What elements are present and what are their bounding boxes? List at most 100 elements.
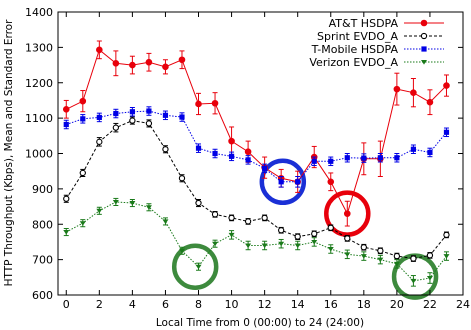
- data-point: [178, 175, 186, 182]
- data-point: [410, 278, 417, 284]
- data-point: [212, 241, 219, 247]
- legend-label: T-Mobile HSDPA: [311, 43, 399, 56]
- data-point: [228, 232, 235, 238]
- data-point: [278, 227, 285, 234]
- data-point: [79, 97, 87, 105]
- data-point: [228, 214, 235, 222]
- data-point: [80, 116, 86, 122]
- data-point: [112, 199, 119, 205]
- x-tick-label: 18: [357, 298, 371, 311]
- annotation-circle: [259, 158, 307, 206]
- y-tick-label: 1100: [25, 112, 53, 125]
- series-line: [66, 49, 447, 215]
- x-tick-label: 6: [162, 298, 169, 311]
- data-point: [344, 155, 350, 161]
- x-tick-label: 10: [225, 298, 239, 311]
- data-point: [311, 158, 317, 164]
- data-point: [443, 231, 450, 239]
- x-tick-label: 0: [63, 298, 70, 311]
- data-point: [377, 247, 384, 254]
- data-point: [361, 155, 367, 161]
- y-tick-label: 1400: [25, 6, 53, 19]
- data-point: [79, 221, 86, 226]
- y-tick-label: 900: [32, 183, 53, 196]
- plot-frame: [57, 11, 464, 296]
- data-point: [443, 129, 450, 135]
- data-point: [327, 247, 334, 252]
- data-point: [410, 146, 417, 152]
- data-point: [327, 224, 334, 231]
- data-point: [426, 98, 434, 106]
- data-point: [311, 230, 318, 237]
- data-point: [294, 233, 301, 240]
- data-point: [129, 109, 135, 115]
- data-point: [261, 214, 268, 222]
- data-point: [96, 46, 103, 54]
- legend-label: Verizon EVDO_A: [309, 56, 398, 69]
- data-point: [328, 158, 334, 164]
- data-point: [62, 105, 70, 113]
- legend-label: Sprint EVDO_A: [317, 30, 398, 43]
- data-point: [244, 148, 252, 156]
- x-axis-label: Local Time from 0 (00:00) to 24 (24:00): [156, 317, 364, 329]
- data-point: [443, 82, 450, 89]
- data-point: [145, 58, 153, 66]
- data-point: [129, 117, 136, 124]
- series-4: [63, 197, 450, 287]
- data-point: [294, 243, 301, 249]
- data-point: [63, 230, 70, 235]
- data-point: [162, 146, 169, 153]
- data-point: [245, 157, 251, 163]
- y-tick-label: 800: [32, 218, 53, 231]
- data-point: [228, 137, 235, 145]
- legend-marker: [420, 19, 428, 27]
- data-point: [228, 153, 235, 159]
- data-point: [327, 178, 335, 186]
- legend-marker: [421, 46, 427, 52]
- data-point: [96, 138, 103, 145]
- data-point: [261, 243, 268, 249]
- series-line: [66, 201, 447, 282]
- data-point: [96, 114, 102, 121]
- annotation-circle: [171, 243, 219, 290]
- y-tick-label: 600: [32, 289, 53, 302]
- data-point: [394, 155, 400, 161]
- axes-group: 0 2 4 6 8 10 12 14 16 18 20 22 246007008009001000110…: [25, 6, 470, 311]
- legend-marker: [420, 32, 428, 40]
- data-point: [278, 241, 285, 247]
- data-point: [245, 243, 252, 249]
- data-point: [410, 255, 417, 262]
- data-point: [145, 120, 153, 127]
- data-point: [112, 59, 120, 67]
- data-point: [443, 254, 450, 259]
- legend-marker: [421, 60, 427, 65]
- y-tick-label: 1200: [25, 77, 53, 90]
- data-point: [96, 208, 103, 214]
- data-point: [295, 179, 301, 185]
- data-point: [278, 179, 284, 185]
- data-point: [377, 257, 384, 263]
- data-point: [393, 85, 401, 93]
- x-tick-label: 4: [129, 298, 136, 311]
- y-tick-label: 1000: [25, 148, 53, 161]
- data-point: [146, 108, 152, 114]
- data-point: [129, 201, 136, 206]
- data-point: [344, 252, 351, 257]
- data-point: [179, 114, 185, 120]
- data-point: [393, 252, 401, 260]
- x-tick-label: 20: [390, 298, 404, 311]
- data-point: [262, 165, 268, 171]
- data-point: [63, 121, 69, 128]
- data-point: [195, 264, 202, 270]
- data-point: [63, 195, 70, 202]
- series-line: [66, 110, 447, 183]
- x-tick-label: 16: [324, 298, 338, 311]
- data-point: [211, 99, 219, 107]
- data-point: [377, 155, 383, 161]
- data-point: [311, 239, 318, 245]
- data-point: [113, 110, 119, 117]
- data-point: [112, 124, 120, 131]
- data-point: [145, 205, 152, 210]
